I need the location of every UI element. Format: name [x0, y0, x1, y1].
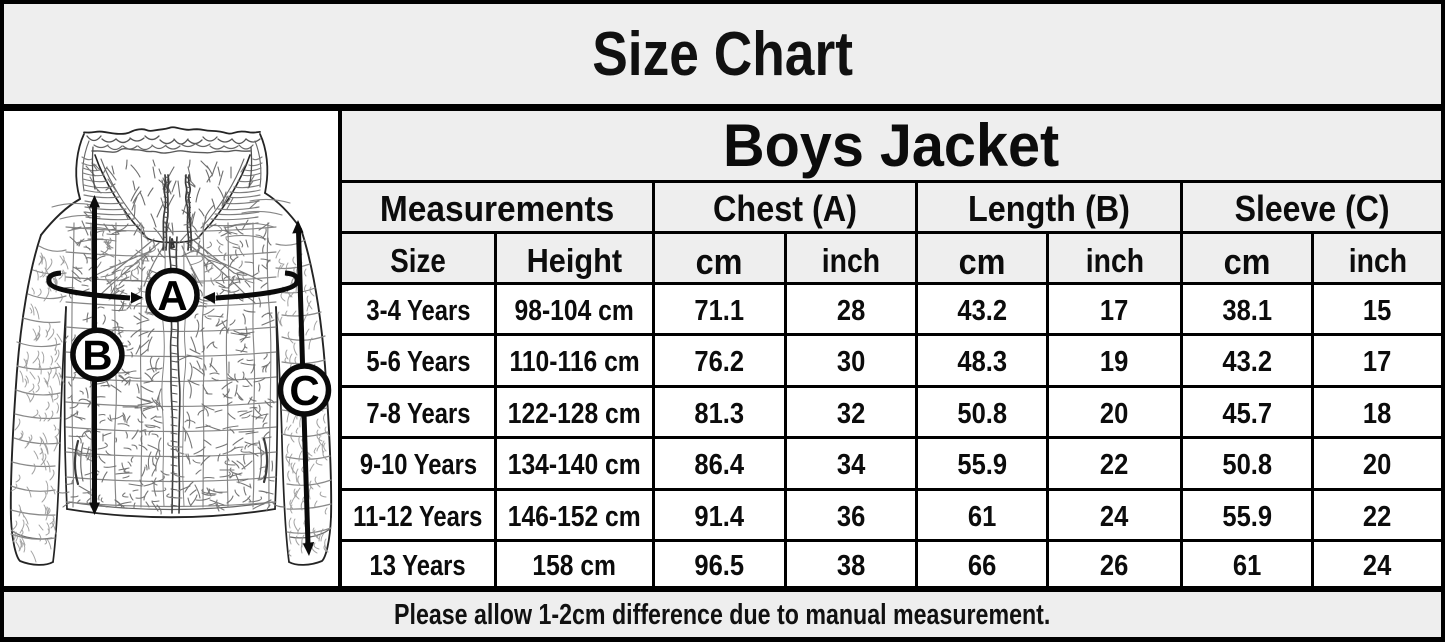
svg-text:C: C [289, 367, 319, 414]
svg-text:B: B [82, 332, 112, 379]
svg-text:A: A [157, 272, 187, 319]
